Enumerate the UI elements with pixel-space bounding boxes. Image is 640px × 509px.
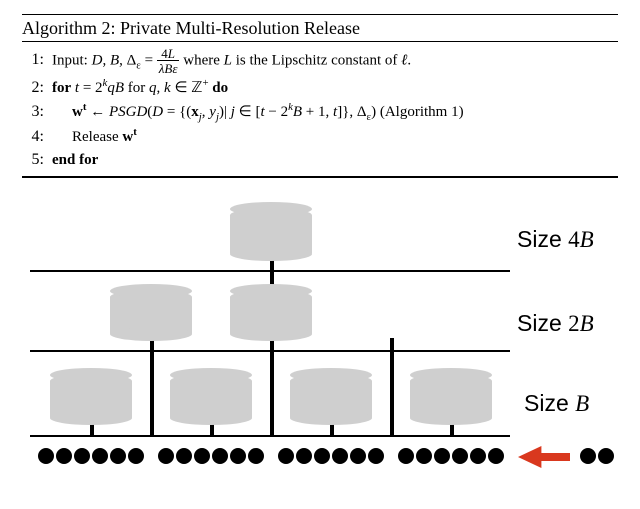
line-body: Release wt [52,125,618,148]
algo-line: 3:wt ← PSGD(D = {(xj, yj)| j ∈ [t − 2kB … [22,100,618,124]
algo-line: 1:Input: D, B, Δε = 4LλBε where L is the… [22,47,618,75]
data-point-dot [470,448,486,464]
data-point-dot [74,448,90,464]
size-label: Size B [524,390,589,417]
tree-connector [390,338,394,436]
data-point-dot [580,448,596,464]
data-point-dot [488,448,504,464]
data-point-dot [158,448,174,464]
algo-line: 2:for t = 2kqB for q, k ∈ ℤ+ do [22,76,618,99]
data-point-dot [368,448,384,464]
algo-line: 5:end for [22,149,618,171]
data-cylinder-icon [170,374,252,424]
data-point-dot [128,448,144,464]
multi-resolution-diagram: Size 4B Size 2B Size B [22,190,618,480]
algorithm-block: Algorithm 2: Private Multi-Resolution Re… [22,14,618,178]
tree-connector [270,338,274,436]
data-cylinder-icon [410,374,492,424]
line-number: 1: [22,49,52,70]
data-point-dot [230,448,246,464]
data-point-dot [176,448,192,464]
line-number: 4: [22,126,52,147]
size-label: Size 2B [517,310,594,337]
line-number: 5: [22,149,52,170]
line-body: Input: D, B, Δε = 4LλBε where L is the L… [52,47,618,75]
data-point-dot [314,448,330,464]
data-point-dot [452,448,468,464]
line-body: for t = 2kqB for q, k ∈ ℤ+ do [52,76,618,99]
data-point-dot [332,448,348,464]
size-label: Size 4B [517,226,594,253]
data-point-dot [416,448,432,464]
data-cylinder-icon [230,208,312,260]
line-body: wt ← PSGD(D = {(xj, yj)| j ∈ [t − 2kB + … [52,100,618,124]
algo-line: 4:Release wt [22,125,618,148]
data-point-dot [194,448,210,464]
data-point-dot [248,448,264,464]
data-point-dot [110,448,126,464]
data-point-dot [296,448,312,464]
data-point-dot [38,448,54,464]
tree-connector [150,338,154,436]
line-number: 2: [22,77,52,98]
data-point-dot [598,448,614,464]
data-point-dot [92,448,108,464]
data-cylinder-icon [290,374,372,424]
line-number: 3: [22,101,52,122]
data-point-dot [398,448,414,464]
algorithm-body: 1:Input: D, B, Δε = 4LλBε where L is the… [22,42,618,177]
line-body: end for [52,151,618,171]
arrow-icon [518,446,570,468]
data-cylinder-icon [230,290,312,340]
data-point-dot [56,448,72,464]
data-cylinder-icon [110,290,192,340]
data-cylinder-icon [50,374,132,424]
data-point-dot [350,448,366,464]
data-point-dot [434,448,450,464]
algorithm-title: Algorithm 2: Private Multi-Resolution Re… [22,15,618,42]
data-point-dot [212,448,228,464]
data-point-dot [278,448,294,464]
